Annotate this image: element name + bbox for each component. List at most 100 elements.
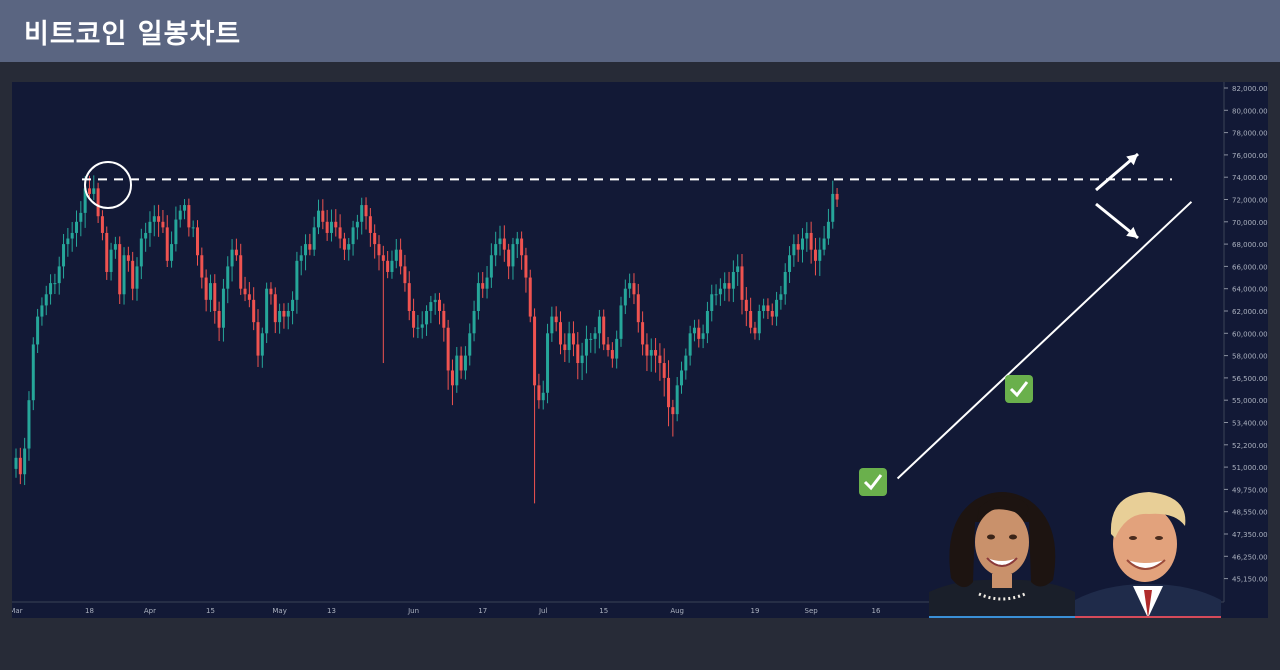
candle-body	[680, 370, 683, 386]
candle-body	[18, 457, 22, 475]
candle-body	[749, 311, 753, 328]
candle-body	[688, 333, 692, 356]
candle-body	[161, 221, 165, 228]
x-tick-label: May	[272, 607, 286, 615]
candle-body	[623, 288, 627, 306]
candle-body	[779, 294, 783, 300]
candle-body	[533, 316, 537, 386]
candle-body	[373, 232, 377, 245]
candle-body	[31, 344, 35, 401]
candle-body	[731, 271, 735, 289]
y-tick-label: 62,000.00	[1232, 308, 1268, 316]
candle-body	[239, 255, 243, 289]
candle-body	[455, 355, 459, 386]
candle-body	[304, 244, 308, 256]
x-tick-label: 19	[751, 607, 760, 615]
candle-body	[226, 266, 230, 289]
candle-body	[710, 294, 714, 311]
candle-body	[403, 266, 407, 284]
candle-body	[234, 249, 238, 256]
y-tick-label: 58,000.00	[1232, 353, 1268, 361]
candle-body	[498, 238, 502, 245]
candle-body	[412, 311, 416, 328]
support-trendline	[896, 201, 1193, 480]
candle-body	[775, 299, 779, 317]
candle-body	[485, 277, 489, 289]
candle-body	[801, 238, 804, 250]
candle-body	[446, 327, 450, 371]
y-tick-label: 72,000.00	[1232, 197, 1268, 205]
candle-body	[96, 188, 100, 217]
candle-body	[213, 283, 217, 311]
candle-body	[476, 283, 480, 311]
candle-body	[472, 311, 476, 334]
candle-body	[433, 299, 437, 303]
candle-body	[632, 283, 636, 295]
candle-body	[459, 355, 463, 371]
candle-body	[584, 338, 588, 356]
y-tick-label: 55,000.00	[1232, 397, 1268, 405]
x-tick-label: 15	[599, 607, 608, 615]
candle-body	[144, 232, 148, 239]
candle-body	[118, 244, 122, 295]
candle-body	[53, 283, 57, 285]
candle-body	[139, 238, 143, 267]
candle-body	[178, 210, 182, 220]
candle-body	[788, 255, 792, 272]
candle-body	[230, 249, 234, 267]
x-tick-label: Jul	[538, 607, 548, 615]
x-tick-label: Sep	[805, 607, 819, 615]
candle-body	[278, 311, 282, 323]
candle-body	[792, 244, 796, 256]
y-tick-label: 82,000.00	[1232, 85, 1268, 93]
candle-body	[105, 232, 109, 272]
candle-body	[636, 294, 640, 323]
candle-body	[62, 244, 66, 267]
candle-body	[589, 338, 593, 340]
candle-body	[606, 344, 610, 351]
candle-body	[757, 311, 761, 334]
candle-body	[654, 350, 658, 356]
candle-body	[835, 193, 839, 200]
candle-body	[338, 227, 342, 239]
candle-body	[299, 255, 303, 261]
candle-body	[718, 288, 722, 295]
candle-body	[762, 305, 766, 311]
candle-body	[541, 392, 545, 401]
candle-body	[770, 311, 774, 317]
y-tick-label: 64,000.00	[1232, 286, 1268, 294]
candle-body	[489, 255, 493, 278]
candle-body	[554, 316, 558, 323]
candle-body	[822, 238, 826, 250]
candle-body	[334, 221, 338, 228]
y-tick-label: 78,000.00	[1232, 130, 1268, 138]
candle-body	[321, 210, 325, 222]
candle-body	[208, 283, 212, 300]
candle-body	[468, 333, 472, 356]
y-tick-label: 80,000.00	[1232, 107, 1268, 115]
y-tick-label: 53,400.00	[1232, 420, 1268, 428]
candle-body	[818, 249, 822, 261]
candle-body	[295, 260, 299, 300]
candle-body	[684, 355, 688, 371]
y-tick-label: 68,000.00	[1232, 241, 1268, 249]
candle-body	[438, 299, 441, 311]
candle-body	[610, 350, 614, 359]
candle-body	[546, 333, 550, 393]
candle-body	[27, 400, 31, 449]
candle-body	[671, 407, 675, 415]
candle-body	[537, 385, 541, 401]
candle-body	[641, 322, 645, 345]
candle-body	[597, 316, 601, 334]
candle-body	[83, 188, 87, 213]
candle-body	[407, 283, 411, 311]
candle-body	[152, 216, 156, 222]
candle-body	[286, 311, 290, 317]
x-tick-label: Mar	[12, 607, 23, 615]
x-tick-label: Aug	[670, 607, 684, 615]
y-tick-label: 49,750.00	[1232, 486, 1268, 494]
man-portrait-image	[1075, 482, 1221, 618]
candle-body	[269, 288, 273, 295]
candle-body	[649, 350, 653, 356]
x-tick-label: 13	[327, 607, 336, 615]
